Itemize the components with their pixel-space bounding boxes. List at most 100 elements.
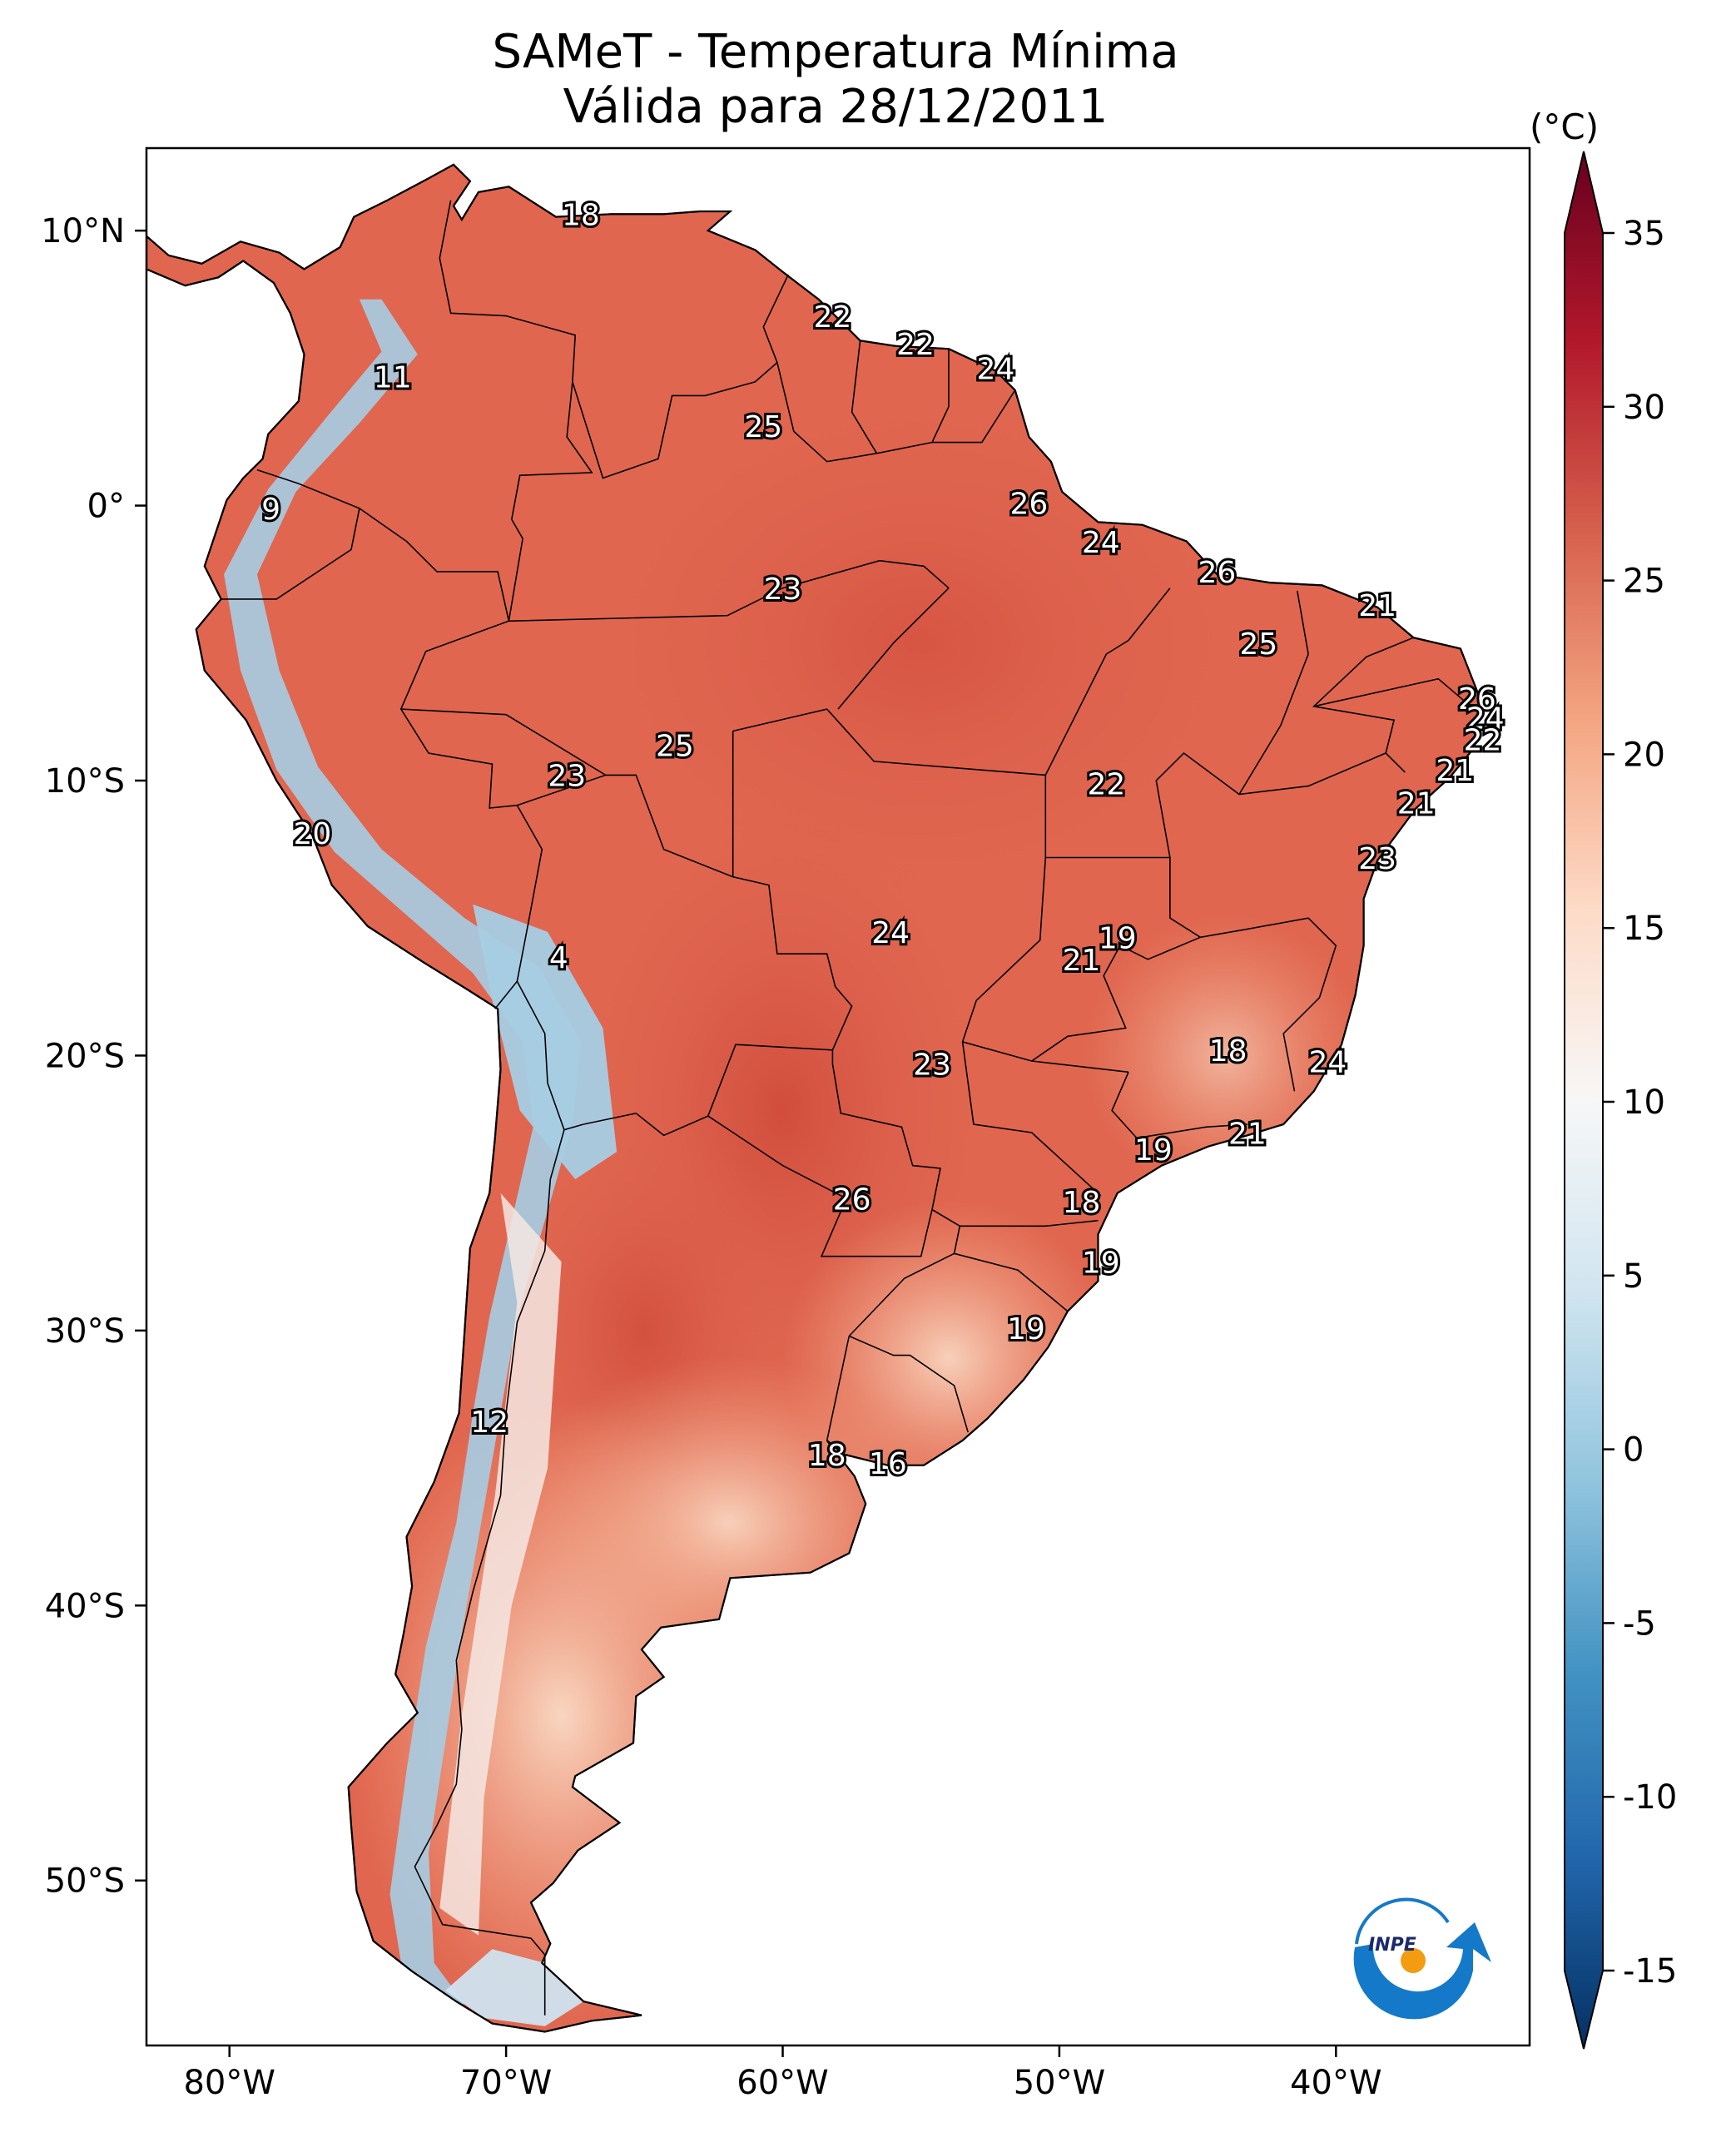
longitude-axis: 80°W 70°W 60°W 50°W 40°W: [183, 2045, 1382, 2102]
inpe-logo: INPE: [1353, 1897, 1491, 2020]
colorbar-unit-label: (°C): [1530, 107, 1600, 147]
border-line: [572, 274, 789, 479]
city-temperature-label: 23: [764, 573, 802, 607]
andes-fringe: [439, 1193, 562, 1936]
border-line: [961, 857, 1129, 1074]
border-line: [837, 588, 950, 710]
map-frame: [145, 146, 1531, 2047]
land-layer: [146, 163, 1481, 2033]
lon-tick-label: 60°W: [737, 2064, 828, 2102]
border-line: [414, 1129, 565, 2016]
city-temperature-label: 21: [1063, 944, 1101, 978]
border-line: [876, 349, 950, 454]
border-line: [508, 559, 950, 622]
border-line: [776, 340, 878, 463]
colorbar-tick-label: -10: [1623, 1778, 1677, 1817]
city-temperature-label: 24: [1308, 1045, 1347, 1079]
city-temperature-label: 9: [261, 493, 280, 527]
city-temperature-label: 26: [1009, 488, 1048, 522]
city-temperature-label: 22: [1464, 724, 1502, 758]
city-temperature-label: 18: [1209, 1034, 1247, 1069]
lat-tick-label: 10°S: [45, 762, 125, 801]
city-temperature-label: 19: [1082, 1247, 1120, 1281]
logo-arc: [1353, 1922, 1491, 2020]
city-temperature-label: 21: [1228, 1117, 1267, 1151]
lon-tick-label: 70°W: [460, 2064, 552, 2102]
border-line: [707, 1049, 941, 1257]
border-line: [221, 469, 360, 600]
city-temperature-label: 22: [813, 300, 851, 335]
city-temperature-label: 26: [833, 1183, 871, 1217]
city-temperature-label: 20: [294, 817, 332, 851]
city-temperature-label: 24: [871, 916, 910, 950]
border-line: [516, 980, 584, 1131]
colorbar-tick-label: 10: [1623, 1083, 1665, 1122]
logo-dot: [1401, 1948, 1426, 1973]
lon-tick-label: 40°W: [1290, 2064, 1381, 2102]
city-temperature-label: 24: [1082, 526, 1120, 560]
city-temperature-label: 22: [1088, 768, 1126, 802]
border-line: [1031, 936, 1201, 1062]
colorbar-tick-label: 5: [1623, 1257, 1644, 1296]
coastline: [146, 163, 1481, 2033]
border-line: [848, 1335, 969, 1433]
colorbar: 35 30 25 20 15 10 5 0 -5 -10 -15: [1564, 151, 1677, 2050]
city-temperature-label: 11: [374, 361, 412, 395]
city-temperature-label: 12: [470, 1406, 508, 1440]
city-temperature-label: 21: [1397, 787, 1436, 821]
city-temperature-label: 18: [1063, 1186, 1101, 1220]
city-temperature-label: 4: [549, 941, 568, 975]
city-temperature-label: 25: [656, 729, 694, 763]
city-temperature-label: 23: [548, 760, 586, 794]
city-temperature-label: 26: [1458, 682, 1496, 717]
colorbar-tick-label: -5: [1623, 1604, 1656, 1643]
city-temperature-label: 18: [808, 1439, 846, 1473]
city-temperature-label: 19: [1134, 1133, 1173, 1168]
border-line: [954, 1252, 1069, 1312]
city-temperature-label: 19: [1099, 922, 1137, 956]
border-line: [1313, 677, 1478, 713]
colorbar-tick-label: 20: [1623, 736, 1665, 774]
city-temperature-label: 25: [1239, 627, 1277, 662]
colorbar-tick-label: -15: [1623, 1952, 1677, 1991]
border-line: [932, 389, 1016, 444]
border-line: [732, 708, 1047, 858]
lon-tick-label: 80°W: [183, 2064, 275, 2102]
lon-tick-label: 50°W: [1014, 2064, 1105, 2102]
city-temperature-label: 19: [1007, 1312, 1045, 1346]
lat-tick-label: 50°S: [45, 1862, 125, 1901]
city-temperature-label: 21: [1436, 754, 1474, 788]
city-temperature-label: 21: [1358, 589, 1396, 623]
city-temperature-label: 23: [1358, 842, 1396, 876]
border-line: [1238, 590, 1309, 795]
colorbar-tick-label: 30: [1623, 389, 1665, 427]
city-temperature-label: 25: [744, 410, 782, 444]
city-temperature-label: 26: [1198, 556, 1236, 590]
border-line: [400, 708, 607, 776]
border-line: [1044, 588, 1171, 776]
lat-tick-label: 0°: [87, 488, 125, 526]
border-line: [359, 508, 543, 1009]
lat-tick-label: 40°S: [45, 1587, 125, 1625]
logo-orbit: [1355, 1897, 1450, 1945]
city-temperature-label: 18: [562, 199, 600, 233]
colorbar-tick-label: 25: [1623, 563, 1665, 601]
city-temperature-label: 16: [869, 1447, 907, 1481]
city-temperature-label: 22: [896, 328, 935, 362]
figure-title-line-2: Válida para 28/12/2011: [563, 80, 1109, 134]
border-line: [1111, 1071, 1248, 1139]
latitude-axis: 10°N 0° 10°S 20°S 30°S 40°S 50°S: [41, 212, 146, 1901]
colorbar-gradient: [1564, 151, 1604, 2050]
border-line: [1169, 857, 1337, 1092]
border-line: [960, 1219, 1099, 1227]
lat-tick-label: 30°S: [45, 1312, 125, 1351]
city-temperature-label: 23: [913, 1049, 951, 1083]
border-line: [961, 1041, 1102, 1197]
figure-title-line-1: SAMeT - Temperatura Mínima: [492, 25, 1179, 79]
border-line: [439, 200, 593, 622]
colorbar-ticks: 35 30 25 20 15 10 5 0 -5 -10 -15: [1603, 215, 1677, 1991]
city-temperature-label: 24: [977, 353, 1015, 387]
